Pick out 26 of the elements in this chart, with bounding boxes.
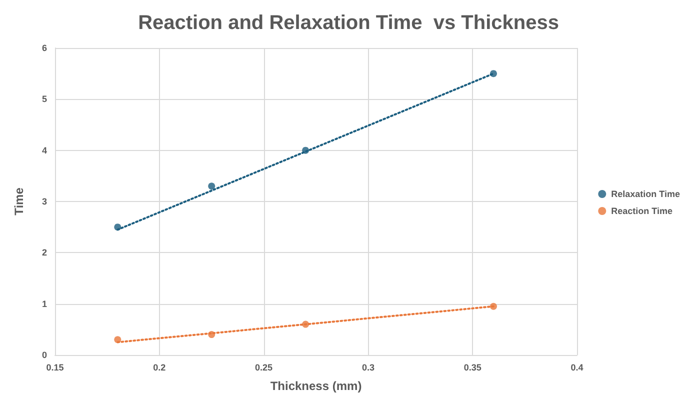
- y-tick-label: 1: [42, 298, 47, 309]
- y-tick-label: 0: [42, 350, 47, 360]
- legend-label: Relaxation Time: [611, 189, 680, 199]
- point: [302, 320, 310, 328]
- point: [208, 182, 216, 190]
- x-tick-label: 0.35: [464, 362, 482, 372]
- point: [302, 146, 310, 154]
- point: [114, 224, 122, 231]
- chart-title: Reaction and Relaxation Time vs Thickness: [138, 12, 559, 34]
- y-axis-title: Time: [12, 187, 26, 216]
- y-tick-label: 3: [42, 196, 47, 206]
- point: [114, 336, 122, 344]
- x-tick-label: 0.15: [46, 362, 64, 372]
- x-tick-label: 0.3: [362, 362, 374, 372]
- point: [208, 331, 216, 338]
- x-tick-label: 0.4: [570, 362, 584, 372]
- legend-label: Reaction Time: [611, 206, 672, 216]
- y-tick-label: 4: [42, 145, 47, 156]
- point: [490, 302, 497, 310]
- x-tick-label: 0.25: [255, 362, 273, 372]
- x-tick-label: 0.2: [153, 362, 166, 372]
- y-tick-label: 5: [42, 94, 47, 104]
- point: [490, 70, 497, 78]
- y-tick-label: 6: [42, 43, 47, 53]
- x-axis-title: Thickness (mm): [270, 379, 362, 393]
- y-tick-label: 2: [42, 248, 47, 258]
